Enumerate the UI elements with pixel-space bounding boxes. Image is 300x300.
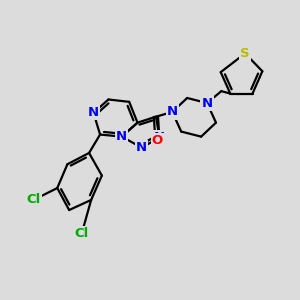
- Text: N: N: [116, 130, 127, 143]
- Text: N: N: [167, 106, 178, 118]
- Text: O: O: [152, 134, 163, 147]
- Text: N: N: [88, 106, 99, 119]
- Text: Cl: Cl: [74, 227, 89, 240]
- Text: S: S: [240, 47, 250, 60]
- Text: N: N: [202, 97, 213, 110]
- Text: N: N: [136, 141, 147, 154]
- Text: N: N: [154, 131, 165, 144]
- Text: Cl: Cl: [26, 194, 40, 206]
